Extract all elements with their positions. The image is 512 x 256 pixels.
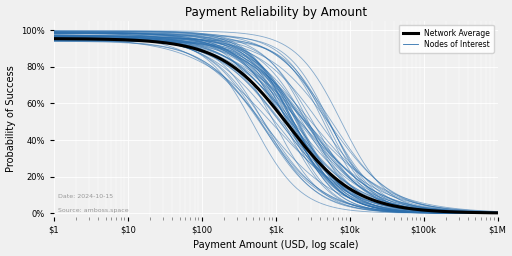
Network Average xyxy=(385,203,391,206)
Network Average xyxy=(165,42,171,45)
Network Average xyxy=(251,83,258,87)
Network Average xyxy=(51,37,57,40)
Title: Payment Reliability by Amount: Payment Reliability by Amount xyxy=(185,6,367,18)
Y-axis label: Probability of Success: Probability of Success xyxy=(6,66,15,172)
X-axis label: Payment Amount (USD, log scale): Payment Amount (USD, log scale) xyxy=(193,240,358,250)
Line: Network Average: Network Average xyxy=(54,39,498,213)
Network Average xyxy=(312,157,318,160)
Network Average xyxy=(495,211,501,214)
Network Average xyxy=(347,187,353,190)
Text: Date: 2024-10-15: Date: 2024-10-15 xyxy=(58,194,114,199)
Text: Source: amboss.space: Source: amboss.space xyxy=(58,208,129,213)
Legend: Network Average, Nodes of Interest: Network Average, Nodes of Interest xyxy=(399,25,494,53)
Network Average xyxy=(130,39,136,42)
